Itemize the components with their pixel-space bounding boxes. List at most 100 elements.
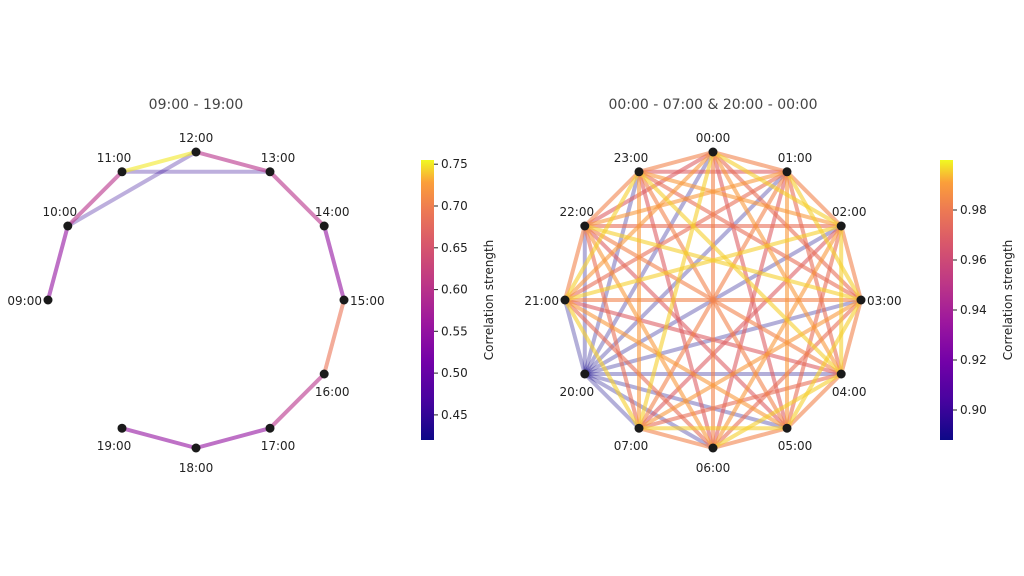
edge-0200-0300 (839, 224, 863, 302)
node-0600 (708, 443, 718, 453)
network-chart-right: 00:00 - 07:00 & 20:00 - 00:00 00:00 01:00… (524, 97, 1015, 475)
colorbar-tick-label: 0.92 (960, 353, 987, 367)
node-1000 (63, 221, 73, 231)
edge-1600-1700 (268, 372, 327, 431)
edge-0100-2200 (582, 169, 789, 228)
node-2200 (580, 221, 590, 231)
node-label: 10:00 (43, 205, 78, 219)
colorbar-tick-label: 0.60 (441, 283, 468, 297)
edge-0300-0400 (839, 298, 863, 376)
node-1300 (265, 167, 275, 177)
edge-0500-0600 (711, 426, 789, 450)
node-1700 (265, 423, 275, 433)
node-1400 (319, 221, 329, 231)
node-label: 21:00 (524, 294, 559, 308)
colorbar: 0.45 0.50 0.55 0.60 0.65 0.70 0.75 Correlation… (421, 157, 496, 440)
colorbar-tick-label: 0.98 (960, 203, 987, 217)
edge-0400-2100 (563, 298, 844, 376)
node-1100 (117, 167, 127, 177)
colorbar-tick-label: 0.96 (960, 253, 987, 267)
node-label: 05:00 (778, 439, 813, 453)
node-0200 (836, 221, 846, 231)
node-label: 19:00 (97, 439, 132, 453)
edge-layer (46, 150, 346, 450)
colorbar-tick-label: 0.94 (960, 303, 987, 317)
edge-0000-0500 (711, 150, 789, 431)
node-label: 15:00 (350, 294, 385, 308)
node-label: 16:00 (315, 385, 350, 399)
node-0300 (856, 295, 866, 305)
edge-1300-1400 (268, 169, 327, 228)
edge-2100-2300 (563, 169, 641, 302)
edge-0900-1000 (46, 224, 70, 302)
node-label: 11:00 (97, 151, 132, 165)
edge-0100-0600 (711, 169, 789, 450)
edge-2000-2100 (563, 298, 587, 376)
node-label: 22:00 (560, 205, 595, 219)
node-label: 20:00 (560, 385, 595, 399)
node-2300 (634, 167, 644, 177)
node-0900 (43, 295, 53, 305)
colorbar-label: Correlation strength (482, 240, 496, 361)
node-0400 (836, 369, 846, 379)
edge-2100-2200 (563, 224, 587, 302)
node-1900 (117, 423, 127, 433)
node-label: 03:00 (867, 294, 902, 308)
node-label: 17:00 (261, 439, 296, 453)
edge-0500-2100 (563, 298, 789, 431)
colorbar-tick-label: 0.65 (441, 241, 468, 255)
edge-0700-2100 (563, 298, 641, 431)
edge-0500-2300 (637, 169, 789, 431)
edge-0100-0200 (785, 169, 844, 228)
node-label: 00:00 (696, 131, 731, 145)
node-0500 (782, 423, 792, 433)
edge-0200-0600 (711, 224, 844, 450)
node-2000 (580, 369, 590, 379)
edge-1200-1300 (194, 150, 272, 174)
colorbar-label: Correlation strength (1001, 240, 1015, 361)
colorbar: 0.90 0.92 0.94 0.96 0.98 Correlation strengt… (940, 160, 1015, 440)
node-layer: 09:00 10:00 11:00 12:00 13:00 14:00 15:00 16:00… (7, 131, 384, 475)
colorbar-tick-label: 0.75 (441, 157, 468, 171)
edge-layer (563, 150, 863, 450)
edge-0200-2300 (637, 169, 844, 228)
colorbar-tick-label: 0.45 (441, 408, 468, 422)
node-label: 07:00 (614, 439, 649, 453)
colorbar-ticks: 0.90 0.92 0.94 0.96 0.98 (953, 203, 987, 417)
edge-0300-2000 (582, 298, 863, 376)
node-label: 14:00 (315, 205, 350, 219)
edge-0500-2200 (582, 224, 789, 431)
edge-0200-2100 (563, 224, 844, 302)
edge-0600-2300 (637, 169, 715, 450)
edge-1500-1600 (322, 298, 346, 376)
colorbar-tick-label: 0.50 (441, 366, 468, 380)
node-label: 23:00 (614, 151, 649, 165)
edge-1700-1800 (194, 426, 272, 450)
node-layer: 00:00 01:00 02:00 03:00 04:00 05:00 06:00 07:00… (524, 131, 901, 475)
edge-0400-2300 (637, 169, 844, 376)
colorbar-tick-label: 0.90 (960, 403, 987, 417)
edge-2200-2300 (582, 169, 641, 228)
edge-0300-0700 (637, 298, 863, 431)
edge-1000-1200 (65, 150, 198, 228)
node-1500 (339, 295, 349, 305)
node-0000 (708, 147, 718, 157)
edge-0100-2000 (582, 169, 789, 376)
edge-0200-0700 (637, 224, 844, 431)
edge-0000-0400 (711, 150, 844, 376)
colorbar-gradient (940, 160, 953, 440)
edge-0600-2200 (582, 224, 715, 450)
node-label: 04:00 (832, 385, 867, 399)
edge-1800-1900 (120, 426, 198, 450)
node-label: 12:00 (179, 131, 214, 145)
colorbar-ticks: 0.45 0.50 0.55 0.60 0.65 0.70 0.75 (434, 157, 468, 422)
edge-0100-0300 (785, 169, 863, 302)
node-1800 (191, 443, 201, 453)
edge-0400-0600 (711, 372, 844, 450)
node-label: 06:00 (696, 461, 731, 475)
colorbar-tick-label: 0.70 (441, 199, 468, 213)
edge-0000-0100 (711, 150, 789, 174)
chart-title: 00:00 - 07:00 & 20:00 - 00:00 (608, 97, 817, 113)
network-chart-left: 09:00 - 19:00 09:00 10:00 11:00 12:00 13:00 1… (7, 97, 496, 475)
